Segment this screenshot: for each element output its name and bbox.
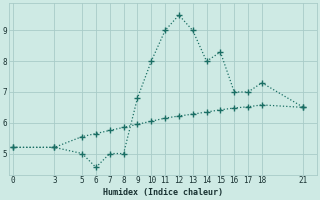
X-axis label: Humidex (Indice chaleur): Humidex (Indice chaleur) [103, 188, 223, 197]
